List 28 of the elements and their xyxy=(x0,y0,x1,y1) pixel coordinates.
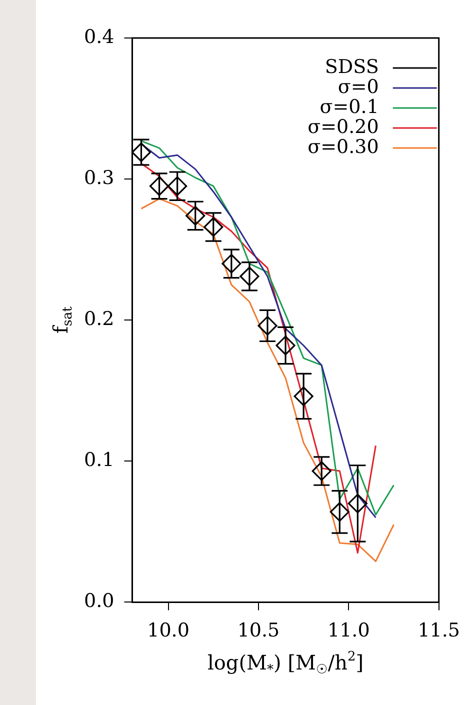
point xyxy=(132,142,152,162)
y-tick-label: 0.4 xyxy=(84,26,114,48)
point xyxy=(149,176,170,196)
point xyxy=(258,316,278,336)
y-tick-label: 0.0 xyxy=(84,590,114,612)
x-tick-label: 11.0 xyxy=(328,620,370,642)
y-tick-label: 0.1 xyxy=(84,449,114,472)
point xyxy=(294,386,314,406)
legend-label: σ=0 xyxy=(338,76,379,98)
point xyxy=(276,336,296,356)
point xyxy=(240,266,260,286)
x-tick-label: 10.5 xyxy=(237,620,280,642)
y-tick-label: 0.3 xyxy=(84,166,114,189)
legend-label: σ=0.30 xyxy=(308,136,379,158)
legend-label: SDSS xyxy=(324,56,379,78)
point xyxy=(222,254,242,274)
y-axis-title: fsat xyxy=(48,306,76,334)
point xyxy=(186,206,206,226)
legend-label: σ=0.1 xyxy=(320,96,379,118)
point xyxy=(204,217,224,237)
x-tick-label: 10.0 xyxy=(147,620,190,642)
x-tick-label: 11.5 xyxy=(418,620,460,642)
point xyxy=(312,461,332,481)
legend-label: σ=0.20 xyxy=(308,116,379,138)
y-tick-label: 0.2 xyxy=(84,308,114,330)
point xyxy=(348,494,368,514)
point xyxy=(330,502,350,522)
point xyxy=(168,176,188,196)
